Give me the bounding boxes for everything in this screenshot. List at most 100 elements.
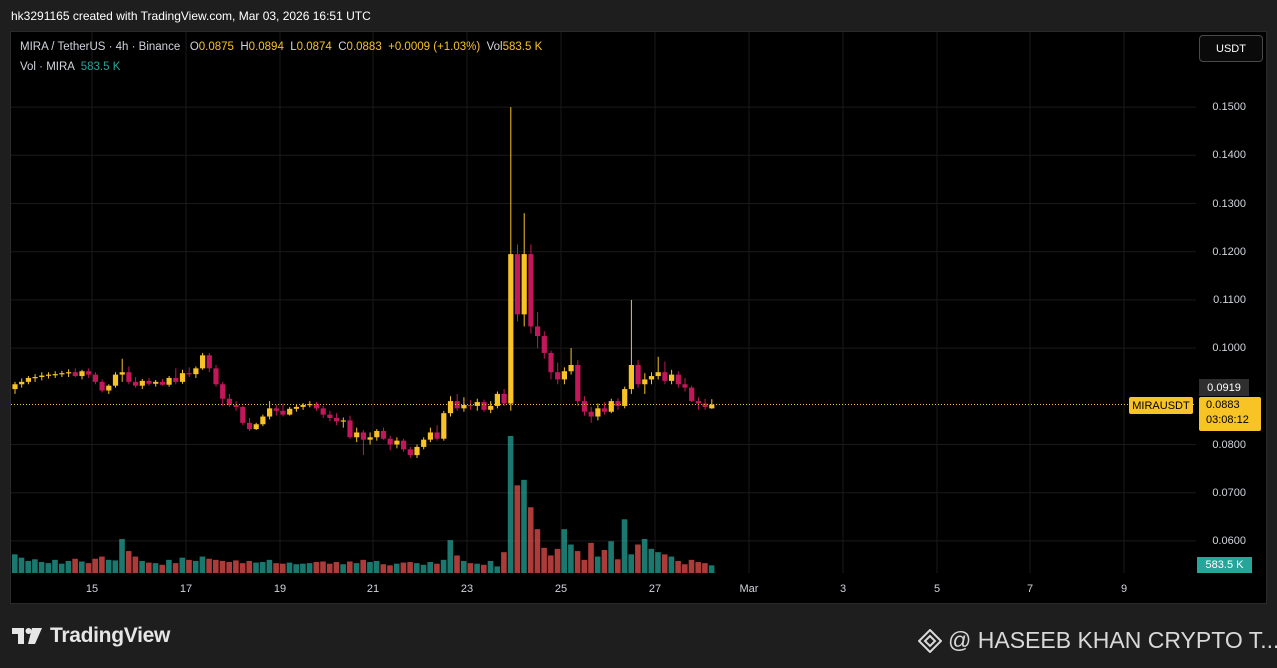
candle-body	[548, 352, 554, 373]
candle-body	[233, 404, 239, 407]
legend-price-row: MIRA / TetherUS · 4h · Binance O0.0875 H…	[20, 40, 542, 60]
candle-body	[421, 439, 427, 447]
candle-body	[313, 404, 320, 409]
volume-bar	[561, 529, 567, 573]
time-axis-label: 15	[85, 583, 99, 595]
volume-bar	[85, 563, 92, 573]
candle-body	[682, 384, 688, 388]
legend-vol-label: Vol	[486, 41, 503, 53]
candle-body	[689, 387, 695, 402]
volume-bar	[507, 436, 514, 573]
candle-body	[300, 404, 306, 407]
currency-button[interactable]: USDT	[1199, 35, 1263, 62]
candle-body	[702, 403, 708, 407]
volume-bar	[253, 562, 259, 573]
candle-body	[186, 373, 192, 375]
volume-bar	[588, 542, 594, 573]
chart-caption: hk3291165 created with TradingView.com, …	[11, 9, 371, 23]
price-axis-label: 0.1500	[1212, 101, 1246, 114]
candle-body	[494, 393, 500, 406]
candle-body	[280, 410, 286, 415]
candle-body	[461, 404, 467, 409]
candle-body	[488, 405, 494, 410]
candle-body	[240, 406, 246, 423]
volume-bar	[668, 556, 675, 573]
candle-body	[407, 449, 413, 456]
time-axis-label: 19	[273, 583, 287, 595]
volume-bar	[273, 563, 279, 573]
volume-bar	[447, 540, 454, 573]
candle-body	[635, 364, 641, 385]
time-axis-label: 27	[648, 583, 662, 595]
candle-body	[220, 384, 226, 399]
candle-body	[126, 372, 132, 382]
candle-body	[588, 411, 594, 417]
volume-bar	[52, 559, 58, 573]
candle-body	[72, 372, 78, 377]
chart-panel[interactable]	[10, 31, 1267, 604]
volume-bar	[112, 560, 119, 573]
candles	[12, 107, 715, 458]
candle-body	[92, 374, 98, 382]
candle-body	[441, 413, 447, 439]
candle-body	[293, 406, 299, 409]
legend-vol-row-label: Vol · MIRA	[20, 61, 75, 73]
volume-bar	[199, 556, 206, 573]
volume-bar	[407, 562, 413, 573]
candle-body	[474, 402, 480, 406]
candle-body	[320, 408, 326, 415]
volume-bar	[514, 485, 521, 573]
candle-body	[380, 431, 387, 439]
volume-bar	[12, 554, 18, 573]
candle-body	[253, 424, 259, 430]
watermark-text: @ HASEEB KHAN CRYPTO T...	[948, 627, 1277, 653]
volume-bar	[380, 564, 387, 573]
volume-bar	[32, 559, 38, 573]
price-axis-label: 0.1400	[1212, 149, 1246, 162]
volume-bar	[688, 559, 695, 573]
volume-bar	[387, 565, 393, 573]
candle-body	[628, 364, 634, 390]
candle-body	[568, 364, 574, 372]
time-axis-label: 17	[179, 583, 193, 595]
volume-bar	[574, 551, 581, 573]
volume-bar	[239, 563, 246, 573]
candle-body	[133, 381, 139, 386]
tradingview-logo[interactable]: TradingView	[12, 624, 170, 648]
volume-bar	[38, 562, 45, 573]
candle-body	[374, 431, 380, 438]
candle-body	[226, 398, 232, 405]
volume-bar	[152, 563, 159, 573]
candle-body	[608, 401, 614, 412]
volume-bar	[306, 563, 313, 573]
candle-body	[45, 374, 52, 376]
footer	[0, 604, 1277, 668]
candle-body	[146, 380, 152, 384]
candle-body	[655, 372, 661, 377]
candle-body	[106, 385, 112, 391]
volume-bar	[333, 562, 340, 573]
bar-countdown: 03:08:12	[1206, 414, 1249, 426]
volume-bar	[340, 564, 346, 573]
volume-bar	[521, 479, 527, 573]
volume-bar	[615, 559, 621, 573]
volume-bar	[621, 519, 628, 573]
candle-body	[528, 254, 534, 327]
volume-bar	[360, 559, 366, 573]
volume-bar	[367, 562, 373, 573]
candle-body	[59, 373, 65, 375]
legend-high-label: H	[240, 41, 249, 53]
volume-bar	[18, 557, 25, 573]
volume-bar	[146, 562, 152, 573]
candle-body	[367, 437, 373, 440]
volume-tag: 583.5 K	[1197, 557, 1252, 573]
volume-bar	[454, 555, 460, 573]
top-bar: hk3291165 created with TradingView.com, …	[0, 0, 1277, 31]
legend-open: 0.0875	[198, 41, 234, 53]
candle-body	[434, 432, 440, 439]
volume-bar	[125, 551, 132, 573]
candle-body	[501, 393, 507, 404]
volume-bar	[226, 562, 232, 573]
legend-change: +0.0009 (+1.03%)	[388, 41, 481, 53]
